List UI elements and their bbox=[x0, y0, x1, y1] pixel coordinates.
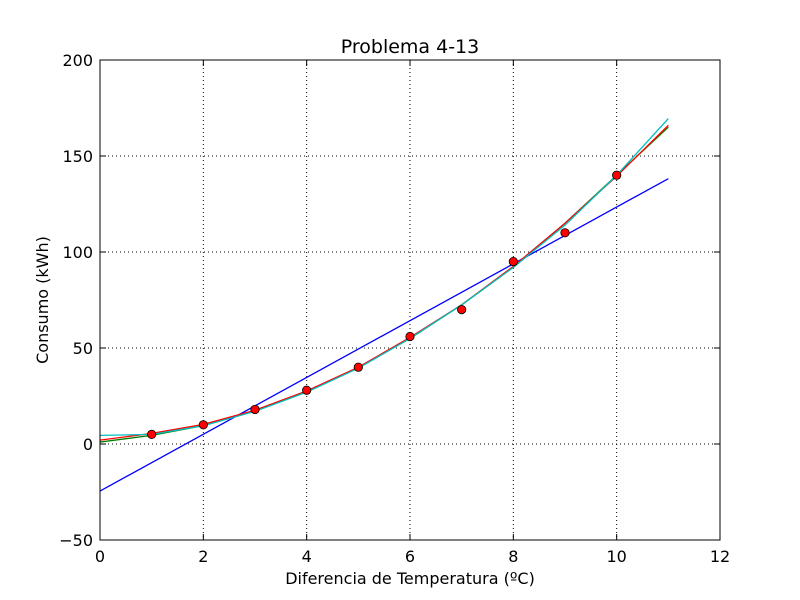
x-tick-label: 2 bbox=[198, 547, 208, 566]
y-tick-label: 150 bbox=[62, 147, 93, 166]
data-point bbox=[198, 420, 208, 430]
data-point bbox=[353, 362, 363, 372]
data-point bbox=[612, 170, 622, 180]
y-tick-label: 50 bbox=[73, 339, 93, 358]
data-points bbox=[147, 170, 622, 439]
x-axis-label: Diferencia de Temperatura (ºC) bbox=[285, 569, 535, 588]
data-point bbox=[250, 404, 260, 415]
y-axis-label: Consumo (kWh) bbox=[33, 236, 52, 364]
data-point bbox=[302, 385, 312, 395]
chart-title: Problema 4-13 bbox=[341, 36, 479, 58]
x-tick-label: 4 bbox=[302, 547, 312, 566]
y-tick-label: 200 bbox=[62, 51, 93, 70]
series-line-1 bbox=[99, 178, 669, 492]
y-tick-labels: −50 0 50 100 150 200 bbox=[59, 51, 93, 550]
axis-ticks bbox=[99, 59, 721, 541]
y-tick-label: 100 bbox=[62, 243, 93, 262]
x-tick-label: 8 bbox=[508, 547, 518, 566]
y-tick-label: −50 bbox=[59, 531, 93, 550]
x-tick-label: 10 bbox=[606, 547, 626, 566]
x-tick-label: 0 bbox=[95, 547, 105, 566]
series-line-4 bbox=[99, 118, 669, 437]
x-tick-labels: 0 2 4 6 8 10 12 bbox=[95, 547, 730, 566]
y-tick-label: 0 bbox=[83, 435, 93, 454]
data-point bbox=[405, 331, 415, 342]
data-point bbox=[560, 228, 570, 238]
x-tick-label: 12 bbox=[710, 547, 730, 566]
plot-area bbox=[99, 59, 721, 541]
x-tick-label: 6 bbox=[405, 547, 415, 566]
series-layer bbox=[99, 118, 669, 492]
grid bbox=[100, 60, 720, 540]
data-point bbox=[457, 304, 467, 315]
series-line-3 bbox=[99, 124, 669, 441]
data-point bbox=[508, 256, 518, 267]
data-point bbox=[147, 429, 157, 439]
